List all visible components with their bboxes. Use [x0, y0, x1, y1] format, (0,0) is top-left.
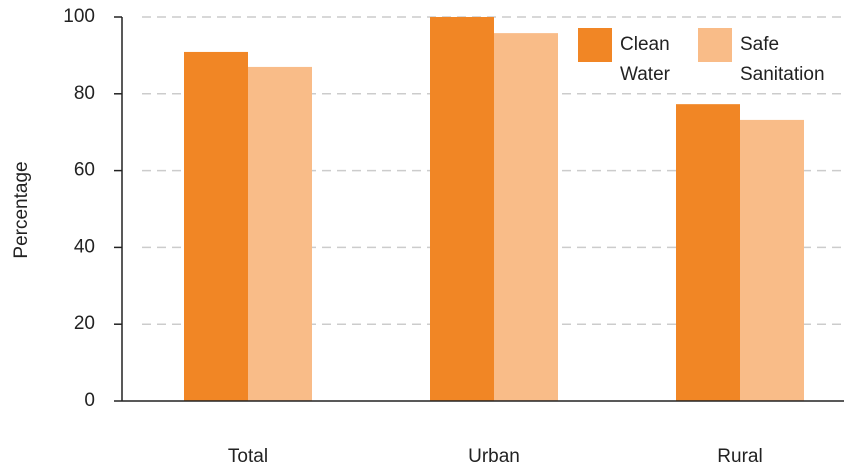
- bar: [248, 66, 312, 402]
- legend-swatch: [698, 28, 732, 62]
- y-tick-label: 40: [74, 236, 95, 257]
- y-tick-label: 80: [74, 83, 95, 104]
- bar: [184, 51, 248, 401]
- bar: [740, 119, 804, 402]
- y-tick-label: 0: [84, 390, 95, 411]
- y-tick-label: 100: [63, 6, 95, 27]
- x-tick-label: Urban: [468, 446, 520, 467]
- bar: [494, 33, 558, 402]
- legend-label: Clean Water: [620, 34, 675, 85]
- x-tick-label: Rural: [717, 446, 762, 467]
- y-axis-label: Percentage: [11, 161, 32, 258]
- legend-label: Safe Sanitation: [740, 34, 825, 85]
- y-tick-label: 60: [74, 160, 95, 181]
- bar: [430, 17, 494, 401]
- bar: [676, 104, 740, 401]
- x-tick-label: Total: [228, 446, 268, 467]
- legend-swatch: [578, 28, 612, 62]
- y-tick-label: 20: [74, 313, 95, 334]
